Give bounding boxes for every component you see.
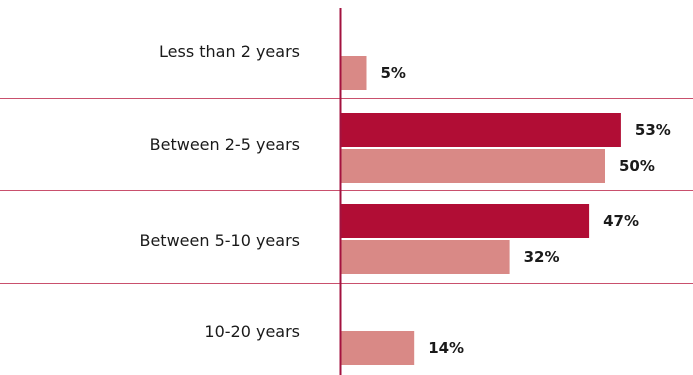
bar-series2-3 [340, 331, 415, 365]
category-label: Between 2-5 years [150, 135, 300, 154]
value-label: 53% [635, 121, 671, 139]
value-label: 5% [381, 64, 406, 82]
value-label: 32% [524, 248, 560, 266]
value-label: 14% [428, 339, 464, 357]
bar-series2-0 [340, 56, 367, 90]
bar-series1-1 [340, 113, 621, 147]
bar-series2-2 [340, 240, 510, 274]
value-label: 47% [603, 212, 639, 230]
category-label: 10-20 years [204, 322, 300, 341]
category-label: Between 5-10 years [139, 231, 300, 250]
bar-series1-2 [340, 204, 590, 238]
category-label: Less than 2 years [159, 42, 300, 61]
value-label: 50% [619, 157, 655, 175]
bar-series2-1 [340, 149, 605, 183]
